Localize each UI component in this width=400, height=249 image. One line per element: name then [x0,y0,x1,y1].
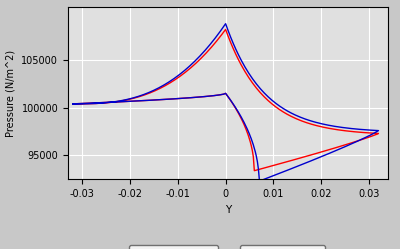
Y-axis label: Pressure (N/m^2): Pressure (N/m^2) [6,50,16,137]
Legend: CFX-Clean: CFX-Clean [240,245,325,249]
X-axis label: Y: Y [225,205,231,215]
